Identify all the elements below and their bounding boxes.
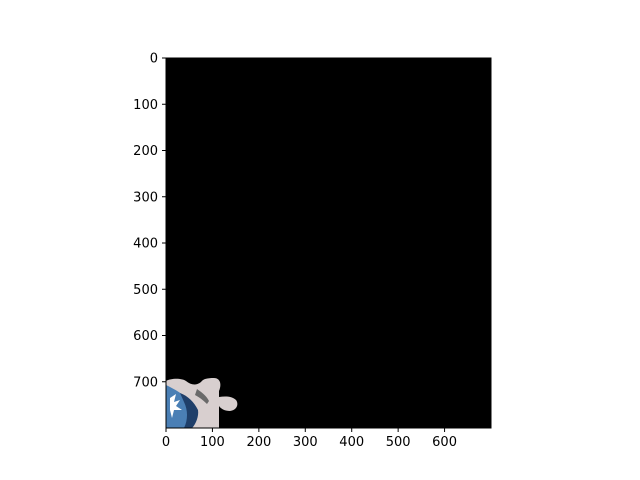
image-background — [166, 58, 491, 428]
x-tick-label: 200 — [246, 435, 271, 450]
x-tick-label: 500 — [386, 435, 411, 450]
y-tick-label: 500 — [133, 283, 158, 298]
x-tick-label: 400 — [339, 435, 364, 450]
x-tick-label: 0 — [162, 435, 170, 450]
y-tick-label: 100 — [133, 98, 158, 113]
puzzle-piece-shadow-region — [180, 393, 199, 428]
puzzle-piece-gray-detail — [195, 389, 209, 404]
y-tick-label: 400 — [133, 237, 158, 252]
x-tick-label: 300 — [293, 435, 318, 450]
y-tick-label: 0 — [150, 52, 158, 67]
x-tick-label: 600 — [432, 435, 457, 450]
puzzle-piece-image — [166, 378, 238, 428]
y-tick-label: 600 — [133, 329, 158, 344]
y-axis: 0 100 200 300 400 500 600 700 — [133, 52, 166, 390]
x-tick-label: 100 — [200, 435, 225, 450]
x-axis: 0 100 200 300 400 500 600 — [162, 428, 457, 450]
y-tick-label: 700 — [133, 375, 158, 390]
y-tick-label: 300 — [133, 190, 158, 205]
puzzle-piece-blue-region — [166, 385, 193, 428]
puzzle-piece-highlight — [170, 394, 182, 418]
y-tick-label: 200 — [133, 144, 158, 159]
